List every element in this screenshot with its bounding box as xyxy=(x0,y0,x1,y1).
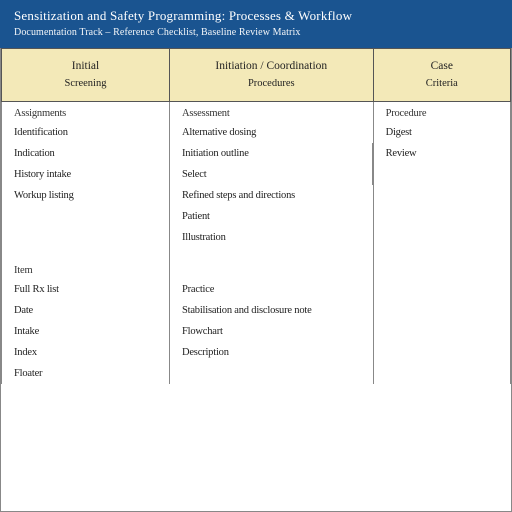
table-cell: Patient xyxy=(169,206,373,227)
table-cell: Initiation outline xyxy=(169,143,373,164)
table-cell: Select xyxy=(169,164,373,185)
table-row: IndicationInitiation outlineReview xyxy=(2,143,511,164)
table-header-row: Initial Screening Initiation / Coordinat… xyxy=(2,49,511,102)
table-cell: History intake xyxy=(2,164,170,185)
table-cell: Review xyxy=(373,143,510,164)
section-label: Assessment xyxy=(169,101,373,122)
table-cell xyxy=(169,363,373,384)
table-cell xyxy=(373,227,510,248)
table-row: Full Rx listPractice xyxy=(2,279,511,300)
table-cell: Alternative dosing xyxy=(169,122,373,143)
table-section-row: Item xyxy=(2,258,511,279)
table-cell: Stabilisation and disclosure note xyxy=(169,300,373,321)
header-band: Sensitization and Safety Programming: Pr… xyxy=(0,0,512,48)
th-procedures: Initiation / Coordination Procedures xyxy=(169,49,373,102)
section-label: Assignments xyxy=(2,101,170,122)
table-row: Patient xyxy=(2,206,511,227)
page-title: Sensitization and Safety Programming: Pr… xyxy=(14,8,498,24)
table-row: Illustration xyxy=(2,227,511,248)
table-cell xyxy=(373,300,510,321)
table-container: Initial Screening Initiation / Coordinat… xyxy=(0,48,512,512)
table-cell xyxy=(2,227,170,248)
table-section-row: AssignmentsAssessmentProcedure xyxy=(2,101,511,122)
section-label xyxy=(169,258,373,279)
table-cell: Identification xyxy=(2,122,170,143)
table-row: IntakeFlowchart xyxy=(2,321,511,342)
table-row: IdentificationAlternative dosingDigest xyxy=(2,122,511,143)
table-cell xyxy=(373,321,510,342)
table-cell xyxy=(373,363,510,384)
page-subtitle: Documentation Track – Reference Checklis… xyxy=(14,27,498,38)
th-criteria: Case Criteria xyxy=(373,49,510,102)
table-cell xyxy=(373,279,510,300)
table-cell: Indication xyxy=(2,143,170,164)
section-label xyxy=(373,258,510,279)
table-cell: Full Rx list xyxy=(2,279,170,300)
th-screening: Initial Screening xyxy=(2,49,170,102)
table-cell: Description xyxy=(169,342,373,363)
table-row: History intakeSelect xyxy=(2,164,511,185)
table-cell xyxy=(373,206,510,227)
section-gap xyxy=(2,248,511,258)
table-cell: Flowchart xyxy=(169,321,373,342)
table-row: Floater xyxy=(2,363,511,384)
table-cell: Date xyxy=(2,300,170,321)
table-cell: Digest xyxy=(373,122,510,143)
table-row: Workup listingRefined steps and directio… xyxy=(2,185,511,206)
table-cell: Refined steps and directions xyxy=(169,185,373,206)
table-cell: Illustration xyxy=(169,227,373,248)
table-row: DateStabilisation and disclosure note xyxy=(2,300,511,321)
table-cell xyxy=(373,164,510,185)
section-label: Item xyxy=(2,258,170,279)
table-cell: Intake xyxy=(2,321,170,342)
table-cell xyxy=(373,185,510,206)
table-cell: Workup listing xyxy=(2,185,170,206)
table-cell xyxy=(373,342,510,363)
table-cell: Index xyxy=(2,342,170,363)
table-cell xyxy=(2,206,170,227)
table-cell: Floater xyxy=(2,363,170,384)
section-label: Procedure xyxy=(373,101,510,122)
main-table: Initial Screening Initiation / Coordinat… xyxy=(1,48,511,384)
table-row: IndexDescription xyxy=(2,342,511,363)
table-cell: Practice xyxy=(169,279,373,300)
